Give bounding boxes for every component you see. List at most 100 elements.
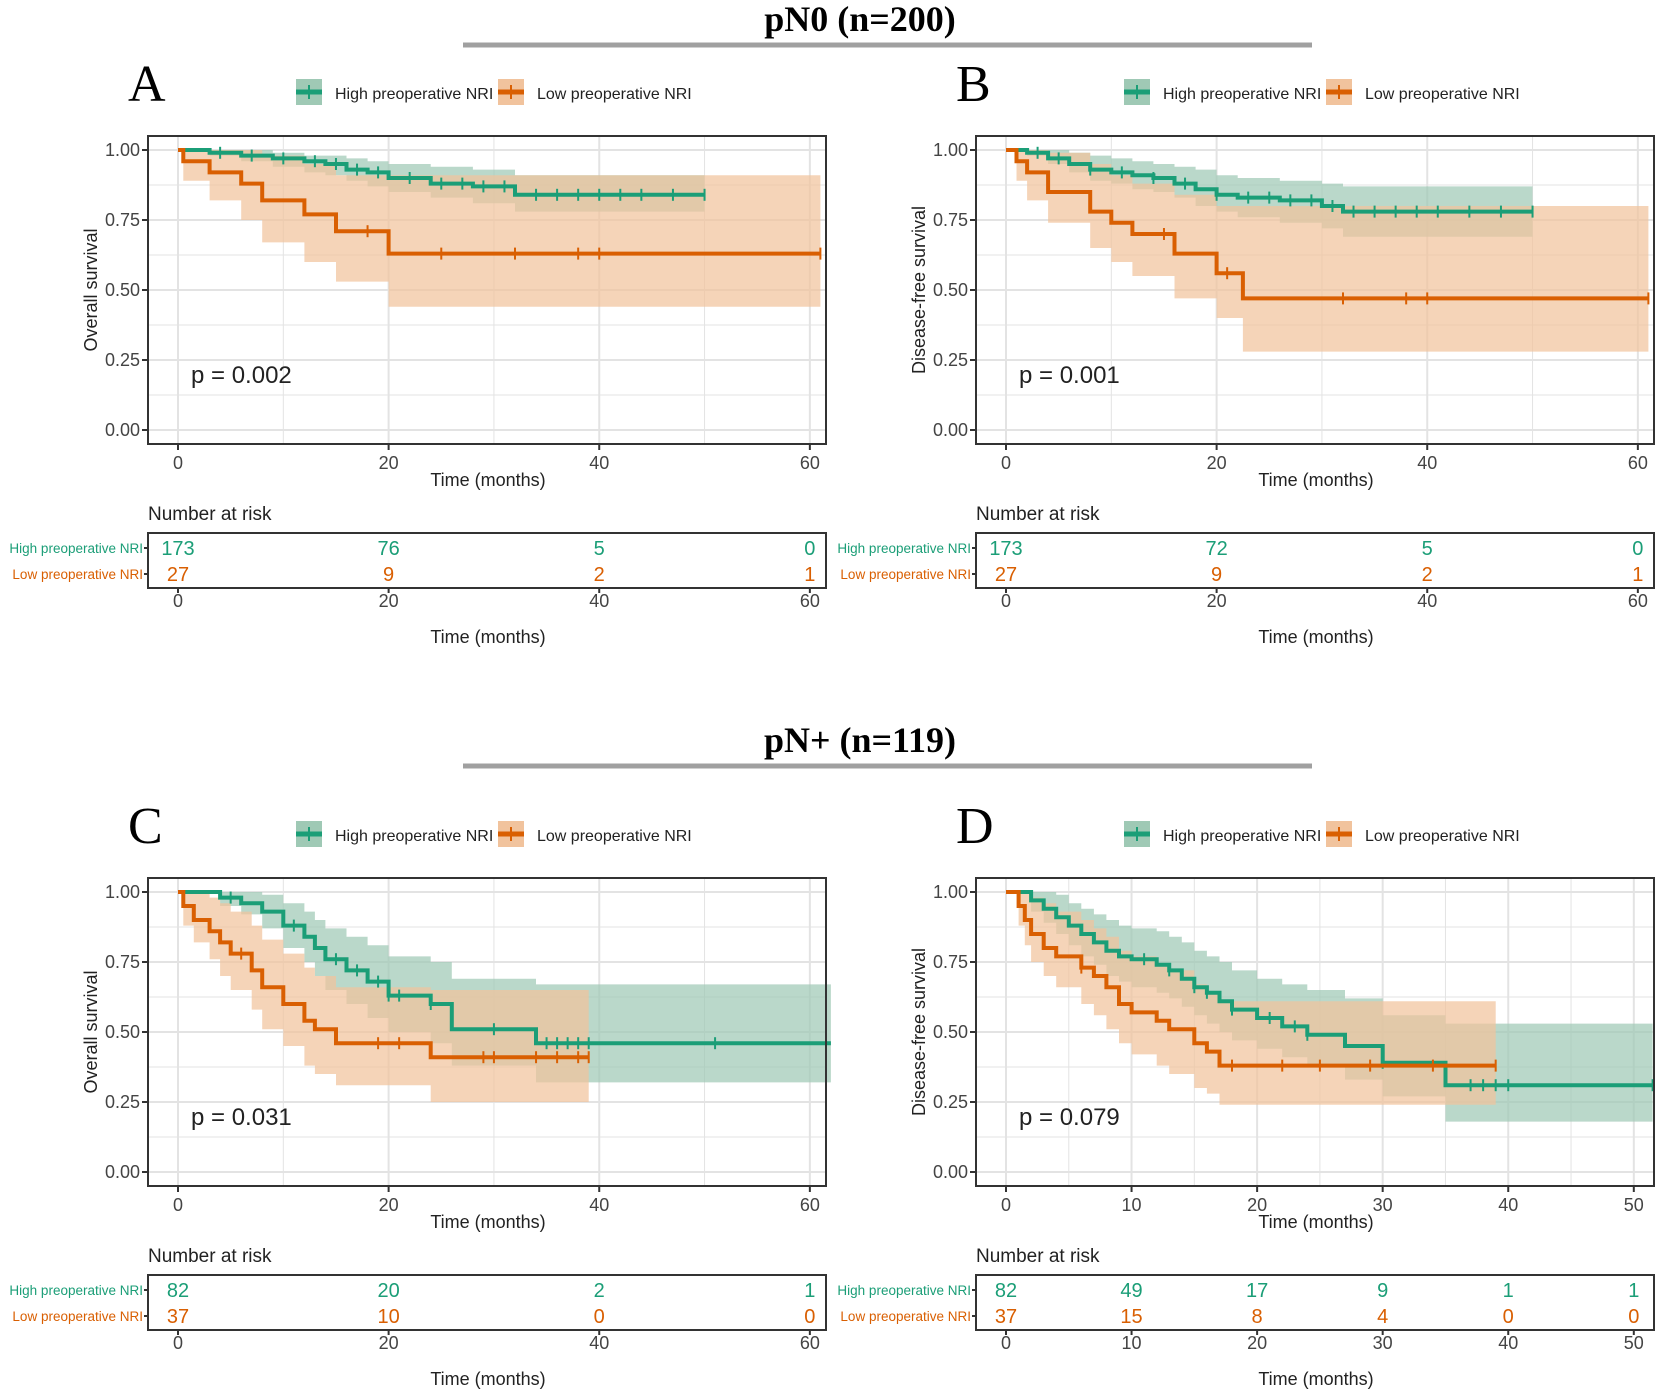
risk-count-high: 1 bbox=[1628, 1280, 1639, 1302]
risk-row-label-high: High preoperative NRI bbox=[837, 541, 971, 556]
y-tick-label: 0.50 bbox=[933, 280, 968, 300]
panel-a: A High preoperative NRI Low preoperative N… bbox=[9, 56, 827, 647]
y-tick-label: 1.00 bbox=[105, 882, 140, 902]
risk-row-label-low: Low preoperative NRI bbox=[840, 1309, 971, 1324]
ci-band-low bbox=[178, 150, 821, 307]
risk-count-low: 9 bbox=[383, 564, 394, 586]
x-tick-label: 20 bbox=[1207, 453, 1227, 473]
risk-count-high: 9 bbox=[1377, 1280, 1388, 1302]
legend-label-high: High preoperative NRI bbox=[1163, 86, 1321, 103]
risk-x-axis-label: Time (months) bbox=[1258, 627, 1373, 647]
risk-count-high: 76 bbox=[377, 538, 399, 560]
risk-x-axis-label: Time (months) bbox=[430, 1369, 545, 1389]
panel-c: C High preoperative NRI Low preoperative N… bbox=[9, 798, 831, 1389]
y-tick-label: 0.00 bbox=[105, 1162, 140, 1182]
y-tick-label: 0.75 bbox=[105, 210, 140, 230]
y-tick-label: 0.50 bbox=[105, 280, 140, 300]
risk-count-low: 1 bbox=[804, 564, 815, 586]
x-tick-label: 20 bbox=[1247, 1195, 1267, 1215]
x-tick-label: 40 bbox=[1417, 453, 1437, 473]
x-tick-label: 30 bbox=[1373, 1195, 1393, 1215]
risk-table-title: Number at risk bbox=[148, 504, 272, 525]
y-tick-label: 0.00 bbox=[105, 420, 140, 440]
y-axis-label: Disease-free survival bbox=[909, 206, 929, 374]
x-tick-label: 0 bbox=[1001, 1195, 1011, 1215]
risk-x-tick-label: 40 bbox=[1498, 1333, 1518, 1353]
y-tick-label: 0.50 bbox=[933, 1022, 968, 1042]
panel-d: D High preoperative NRI Low preoperative N… bbox=[837, 798, 1655, 1389]
ci-band-low bbox=[178, 892, 589, 1102]
risk-count-high: 49 bbox=[1120, 1280, 1142, 1302]
x-axis-label: Time (months) bbox=[430, 470, 545, 490]
risk-x-tick-label: 40 bbox=[589, 591, 609, 611]
risk-row-label-low: Low preoperative NRI bbox=[840, 567, 971, 582]
risk-count-low: 0 bbox=[804, 1306, 815, 1328]
risk-count-low: 0 bbox=[594, 1306, 605, 1328]
y-tick-label: 0.75 bbox=[105, 952, 140, 972]
risk-x-tick-label: 60 bbox=[1628, 591, 1648, 611]
risk-count-low: 37 bbox=[167, 1306, 189, 1328]
y-axis-label: Overall survival bbox=[81, 970, 101, 1093]
p-value: p = 0.002 bbox=[191, 362, 292, 389]
ci-band-low bbox=[1006, 150, 1649, 352]
risk-count-high: 173 bbox=[989, 538, 1022, 560]
y-tick-label: 1.00 bbox=[933, 140, 968, 160]
risk-row-label-high: High preoperative NRI bbox=[9, 541, 143, 556]
y-axis-label: Overall survival bbox=[81, 228, 101, 351]
risk-count-low: 10 bbox=[377, 1306, 399, 1328]
x-tick-label: 60 bbox=[800, 453, 820, 473]
x-tick-label: 60 bbox=[1628, 453, 1648, 473]
risk-x-tick-label: 10 bbox=[1122, 1333, 1142, 1353]
ci-band-high bbox=[178, 892, 831, 1083]
legend: High preoperative NRI Low preoperative NR… bbox=[296, 79, 692, 105]
legend: High preoperative NRI Low preoperative NR… bbox=[1124, 79, 1520, 105]
risk-count-low: 15 bbox=[1120, 1306, 1142, 1328]
x-tick-label: 10 bbox=[1122, 1195, 1142, 1215]
risk-x-tick-label: 20 bbox=[1247, 1333, 1267, 1353]
survival-curve-high bbox=[178, 890, 831, 1046]
risk-table-frame bbox=[975, 1274, 1655, 1331]
survival-curve-high bbox=[1006, 148, 1533, 214]
risk-table-frame bbox=[975, 532, 1655, 589]
risk-count-high: 173 bbox=[161, 538, 194, 560]
risk-count-high: 17 bbox=[1246, 1280, 1268, 1302]
survival-curve-low bbox=[178, 148, 821, 256]
risk-row-label-low: Low preoperative NRI bbox=[12, 1309, 143, 1324]
risk-x-tick-label: 50 bbox=[1624, 1333, 1644, 1353]
y-tick-label: 0.25 bbox=[105, 1092, 140, 1112]
y-tick-label: 0.75 bbox=[933, 210, 968, 230]
legend: High preoperative NRI Low preoperative NR… bbox=[1124, 821, 1520, 847]
risk-count-high: 1 bbox=[1503, 1280, 1514, 1302]
legend-label-low: Low preoperative NRI bbox=[1365, 86, 1520, 103]
legend-label-high: High preoperative NRI bbox=[335, 86, 493, 103]
risk-table-title: Number at risk bbox=[976, 504, 1100, 525]
x-tick-label: 20 bbox=[379, 1195, 399, 1215]
risk-table-frame bbox=[147, 1274, 827, 1331]
panel-letter: A bbox=[128, 56, 166, 113]
x-axis-label: Time (months) bbox=[1258, 1212, 1373, 1232]
risk-count-low: 0 bbox=[1503, 1306, 1514, 1328]
x-tick-label: 50 bbox=[1624, 1195, 1644, 1215]
p-value: p = 0.001 bbox=[1019, 362, 1120, 389]
risk-x-axis-label: Time (months) bbox=[430, 627, 545, 647]
risk-count-high: 0 bbox=[1632, 538, 1643, 560]
risk-count-high: 5 bbox=[1422, 538, 1433, 560]
x-tick-label: 0 bbox=[173, 453, 183, 473]
risk-table-frame bbox=[147, 532, 827, 589]
risk-x-tick-label: 20 bbox=[1207, 591, 1227, 611]
risk-count-low: 2 bbox=[594, 564, 605, 586]
legend: High preoperative NRI Low preoperative NR… bbox=[296, 821, 692, 847]
y-tick-label: 1.00 bbox=[105, 140, 140, 160]
risk-count-low: 2 bbox=[1422, 564, 1433, 586]
x-axis-label: Time (months) bbox=[1258, 470, 1373, 490]
survival-curve-low bbox=[178, 890, 589, 1060]
x-tick-label: 0 bbox=[173, 1195, 183, 1215]
section-title-pnplus: pN+ (n=119) bbox=[764, 720, 956, 760]
ci-band-low bbox=[1006, 892, 1496, 1105]
panel-letter: D bbox=[956, 798, 994, 855]
risk-count-high: 72 bbox=[1205, 538, 1227, 560]
panel-letter: C bbox=[128, 798, 163, 855]
risk-x-tick-label: 0 bbox=[1001, 1333, 1011, 1353]
legend-label-low: Low preoperative NRI bbox=[1365, 828, 1520, 845]
